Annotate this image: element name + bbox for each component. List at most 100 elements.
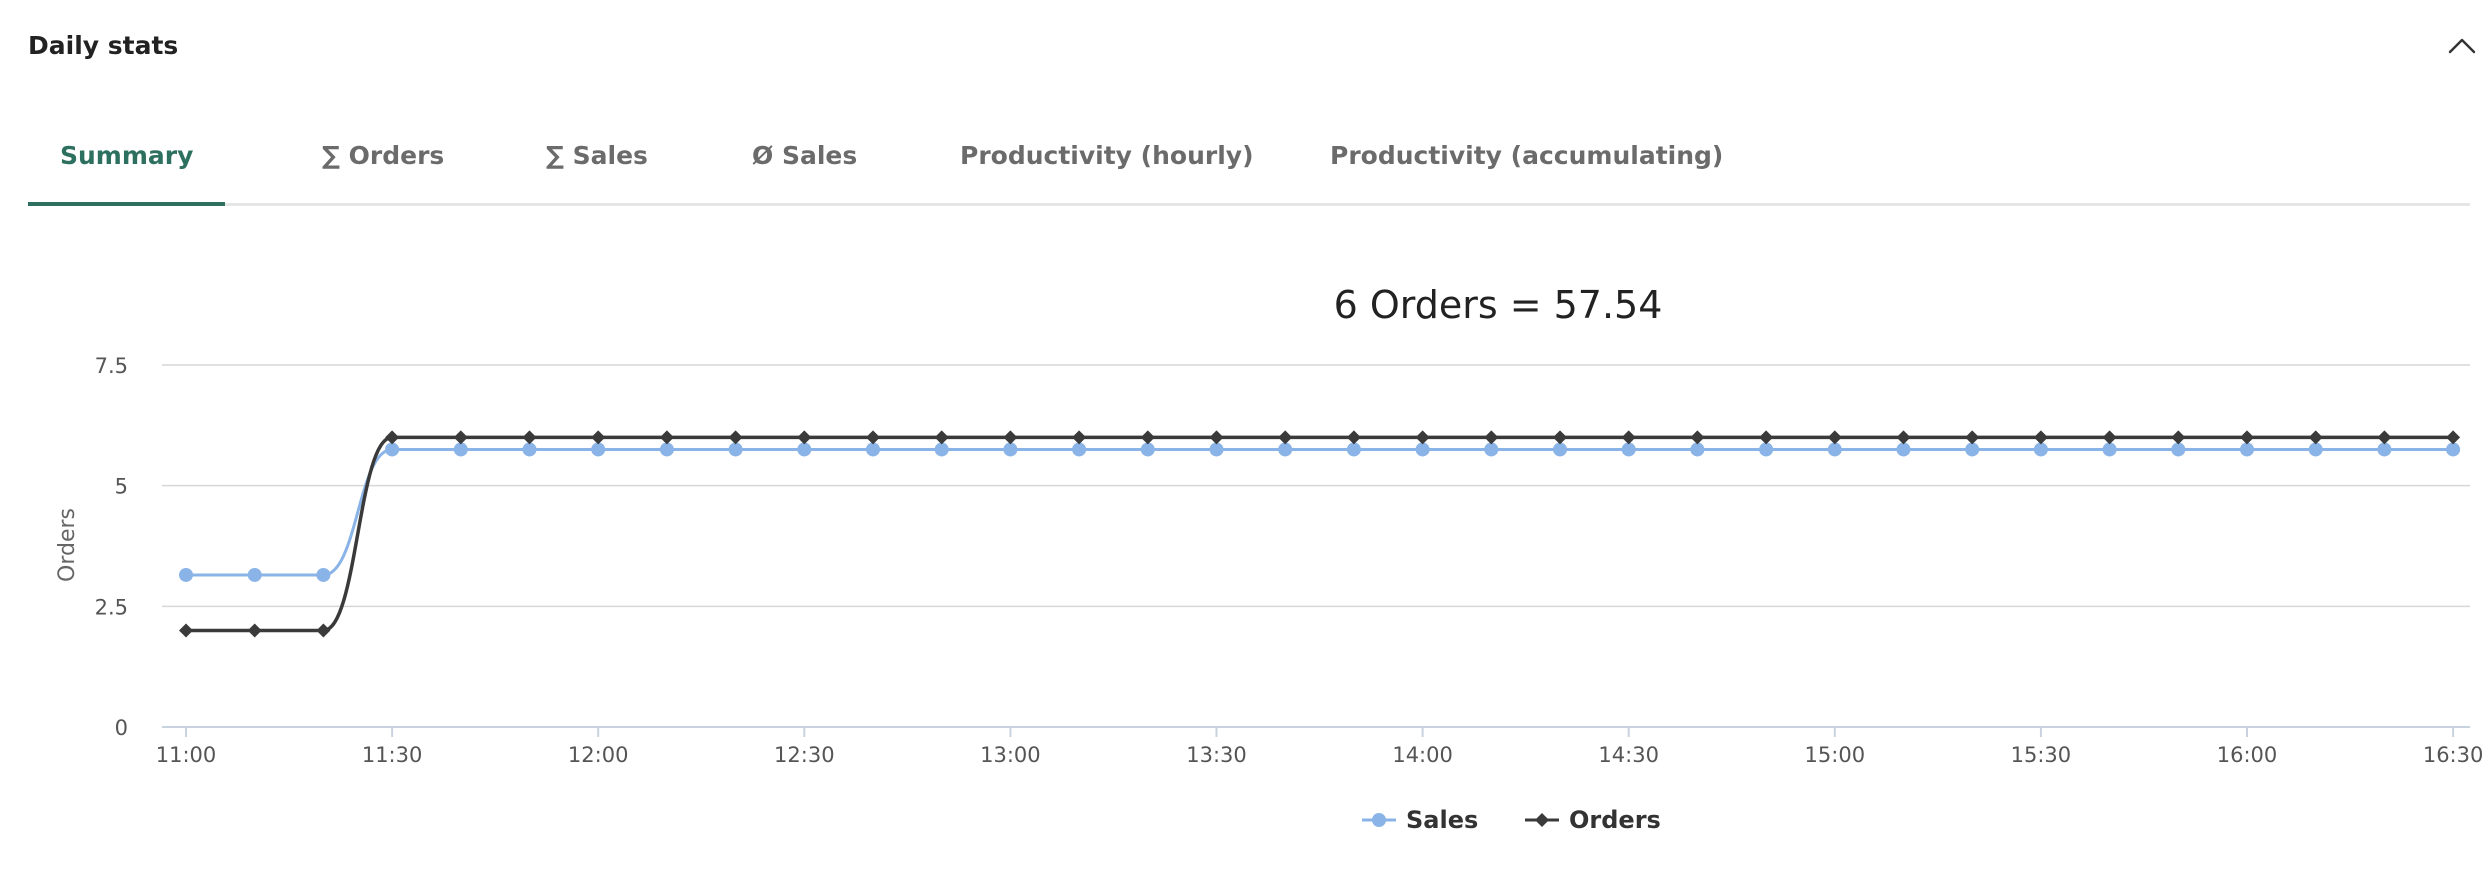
- data-point-sales[interactable]: [179, 567, 193, 582]
- data-point-orders[interactable]: [2377, 430, 2392, 445]
- tab-sum-orders[interactable]: ∑ Orders: [322, 141, 445, 170]
- data-point-orders[interactable]: [1553, 430, 1567, 445]
- data-point-orders[interactable]: [591, 430, 606, 445]
- data-point-sales[interactable]: [934, 442, 949, 457]
- data-point-orders[interactable]: [866, 430, 880, 445]
- data-point-sales[interactable]: [797, 442, 812, 457]
- x-tick-label: 12:00: [568, 743, 629, 767]
- data-point-orders[interactable]: [179, 623, 193, 638]
- x-tick-label: 14:00: [1392, 743, 1453, 767]
- data-point-orders[interactable]: [1759, 430, 1774, 445]
- data-point-sales[interactable]: [2033, 442, 2048, 457]
- legend-item-sales[interactable]: Sales: [1362, 806, 1478, 834]
- x-tick-label: 15:30: [2011, 743, 2072, 767]
- data-point-orders[interactable]: [1621, 430, 1636, 445]
- data-point-sales[interactable]: [1484, 442, 1499, 457]
- data-point-sales[interactable]: [247, 567, 262, 582]
- data-point-sales[interactable]: [2446, 442, 2461, 457]
- data-point-orders[interactable]: [385, 430, 400, 445]
- y-tick-label: 0: [115, 716, 128, 740]
- tab-productivity-hourly[interactable]: Productivity (hourly): [960, 141, 1254, 170]
- data-point-orders[interactable]: [316, 623, 331, 638]
- data-point-sales[interactable]: [1621, 442, 1636, 457]
- data-point-sales[interactable]: [728, 442, 743, 457]
- data-point-orders[interactable]: [797, 430, 812, 445]
- data-point-sales[interactable]: [1072, 442, 1087, 457]
- collapse-button[interactable]: [2446, 30, 2478, 62]
- series-line-orders: [185, 435, 2454, 633]
- data-point-orders[interactable]: [2102, 430, 2117, 445]
- x-tick-label: 16:30: [2423, 743, 2484, 767]
- data-point-orders[interactable]: [2240, 430, 2254, 445]
- panel-title: Daily stats: [28, 31, 179, 60]
- data-point-orders[interactable]: [453, 430, 468, 445]
- y-axis-label: Orders: [55, 508, 80, 582]
- data-point-orders[interactable]: [2171, 430, 2186, 445]
- data-point-orders[interactable]: [2446, 430, 2461, 445]
- chart-container: 0 2.5 5 7.5 11:00 11:30 12:00 12:30 13:00 13:30 14…: [0, 250, 2484, 850]
- data-point-sales[interactable]: [385, 442, 400, 457]
- data-point-sales[interactable]: [866, 442, 880, 457]
- legend-item-orders[interactable]: Orders: [1525, 806, 1661, 834]
- data-point-orders[interactable]: [1484, 430, 1499, 445]
- data-point-orders[interactable]: [247, 623, 262, 638]
- panel-header: Daily stats: [28, 28, 2478, 64]
- data-point-orders[interactable]: [1346, 430, 1361, 445]
- data-point-sales[interactable]: [659, 442, 674, 457]
- data-point-orders[interactable]: [1896, 430, 1911, 445]
- x-tick-label: 11:00: [156, 743, 217, 767]
- data-point-orders[interactable]: [2308, 430, 2323, 445]
- x-tick-label: 13:00: [980, 743, 1041, 767]
- x-tick-label: 16:00: [2217, 743, 2278, 767]
- data-point-orders[interactable]: [1140, 430, 1155, 445]
- data-point-sales[interactable]: [316, 567, 331, 582]
- y-tick-label: 7.5: [95, 354, 128, 378]
- grid-layer: [162, 364, 2470, 608]
- x-tick-label: 13:30: [1186, 743, 1247, 767]
- x-tick-label: 15:00: [1805, 743, 1866, 767]
- data-point-orders[interactable]: [1072, 430, 1087, 445]
- data-point-orders[interactable]: [728, 430, 743, 445]
- data-point-sales[interactable]: [1140, 442, 1155, 457]
- tab-bar: Summary ∑ Orders ∑ Sales Ø Sales Product…: [28, 120, 2470, 206]
- data-point-sales[interactable]: [1415, 442, 1430, 457]
- data-point-orders[interactable]: [1690, 430, 1705, 445]
- tab-sum-sales[interactable]: ∑ Sales: [546, 141, 648, 170]
- x-tick-label: 12:30: [774, 743, 835, 767]
- data-point-orders[interactable]: [1003, 430, 1018, 445]
- legend-layer: Sales Orders: [1362, 806, 1661, 834]
- data-point-orders[interactable]: [1209, 430, 1224, 445]
- legend-label: Sales: [1406, 806, 1478, 834]
- data-point-orders[interactable]: [659, 430, 674, 445]
- tab-avg-sales[interactable]: Ø Sales: [752, 141, 858, 170]
- data-point-sales[interactable]: [2171, 442, 2186, 457]
- data-point-sales[interactable]: [453, 442, 468, 457]
- data-point-sales[interactable]: [1896, 442, 1911, 457]
- data-point-orders[interactable]: [1415, 430, 1430, 445]
- data-point-sales[interactable]: [2308, 442, 2323, 457]
- data-point-sales[interactable]: [1003, 442, 1018, 457]
- data-point-sales[interactable]: [591, 442, 606, 457]
- data-point-sales[interactable]: [1209, 442, 1224, 457]
- data-point-orders[interactable]: [1965, 430, 1980, 445]
- data-point-sales[interactable]: [1827, 442, 1842, 457]
- tab-summary[interactable]: Summary: [28, 120, 226, 206]
- series-layer: [179, 430, 2461, 638]
- data-point-orders[interactable]: [1827, 430, 1842, 445]
- x-tick-label: 14:30: [1598, 743, 1659, 767]
- data-point-sales[interactable]: [1553, 442, 1567, 457]
- data-point-orders[interactable]: [934, 430, 949, 445]
- data-point-sales[interactable]: [1278, 442, 1293, 457]
- data-point-sales[interactable]: [2377, 442, 2392, 457]
- data-point-orders[interactable]: [522, 430, 537, 445]
- data-point-sales[interactable]: [1690, 442, 1705, 457]
- data-point-sales[interactable]: [2102, 442, 2117, 457]
- data-point-sales[interactable]: [1965, 442, 1980, 457]
- data-point-sales[interactable]: [1759, 442, 1774, 457]
- data-point-orders[interactable]: [2033, 430, 2048, 445]
- data-point-sales[interactable]: [522, 442, 537, 457]
- tab-productivity-accumulating[interactable]: Productivity (accumulating): [1330, 141, 1724, 170]
- data-point-sales[interactable]: [1346, 442, 1361, 457]
- data-point-sales[interactable]: [2240, 442, 2254, 457]
- data-point-orders[interactable]: [1278, 430, 1293, 445]
